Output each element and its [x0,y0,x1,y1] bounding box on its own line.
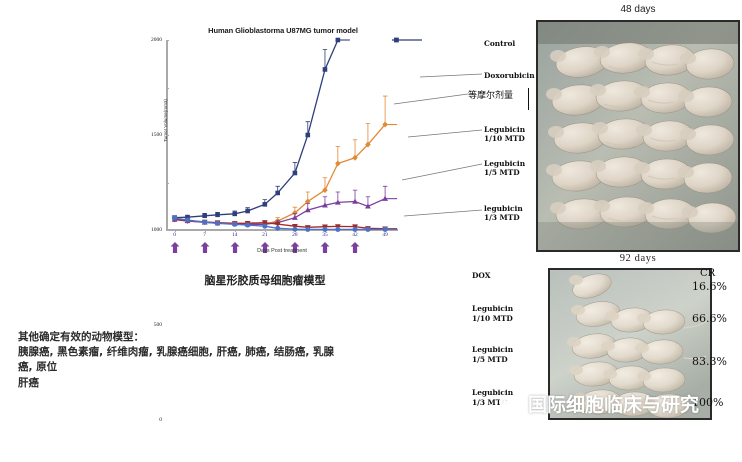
chart-series-legubicin-1-3-mtd [172,215,398,232]
y-tick-mark: 500 [154,182,169,328]
legend-label-legubicin-1-10-mtd: Legubicin 1/10 MTD [484,125,526,144]
y-tick-mark: 2000 [151,37,169,43]
notes-line-1: 胰腺癌, 黑色素瘤, 纤维肉瘤, 乳腺癌细胞, 肝癌, 肺癌, 结肠癌, 乳腺癌… [18,346,335,374]
y-tick-label: 1500 [151,132,162,138]
chart-series-layer [171,37,398,232]
y-axis-label: Tumor Volume(mm3) [162,99,168,142]
mice-photo-48-days [536,20,740,252]
x-tick-mark [264,229,266,232]
cr-value-legubicin-1-10-mtd: 66.6% [692,312,727,325]
cr-value-legubicin-1-5-mtd: 83.3% [692,355,727,368]
additional-models-note: 其他确定有效的动物模型： 胰腺癌, 黑色素瘤, 纤维肉瘤, 乳腺癌细胞, 肝癌,… [18,330,338,391]
legend-label-legubicin-1-5-mtd: Legubicin 1/5 MTD [484,159,526,178]
notes-line-2: 肝癌 [18,376,39,389]
legend-label-doxorubicin: Doxorubicin [484,71,535,80]
cr-value-legubicin-1-3-mtd: 100% [692,396,724,409]
legend-sample-control [392,37,422,43]
x-tick-label: 49 [382,232,388,238]
cr-value-dox: 16.6% [692,280,727,293]
x-tick-mark [204,229,206,232]
y-tick-label: 2000 [151,37,162,43]
mice-photo-48-days-image [538,22,738,250]
x-tick-label: 42 [352,232,358,238]
x-axis-line [166,229,398,231]
equimolar-divider [528,88,530,110]
dose-arrow-icon [320,240,330,253]
tumor-growth-chart: Human Glioblastorma U87MG tumor model 0 5… [120,26,422,423]
y-tick-label: 500 [153,322,162,328]
legend-label-legubicin-1-3-mtd: legubicin 1/3 MTD [484,204,523,223]
x-axis-label: Days Post treatment [257,248,307,254]
x-tick-label: 35 [322,232,328,238]
x-tick-mark [234,229,236,232]
chart-plot-area: 0 500 1000 1500 2000 0 7 14 21 28 35 42 49 Days Post… [151,37,398,423]
x-tick-label: 0 [173,232,176,238]
chart-series-doxorubicin [171,95,398,228]
panel-title-48-days: 48 days [620,4,656,15]
group-label-legubicin-1-5-mtd: Legubicin 1/5 MTD [472,345,514,364]
dose-arrow-icon [290,240,300,253]
dose-arrow-icon [260,240,270,253]
mice-photo-92-days [548,268,712,420]
y-tick-mark: 1000 [151,135,169,233]
legend-label-equimolar-dose: 等摩尔剂量 [468,91,514,101]
chart-caption: 脑星形胶质母细胞瘤模型 [204,274,326,287]
chart-series-control [172,37,350,220]
dose-arrow-icon [230,240,240,253]
dose-arrow-icon [350,240,360,253]
x-tick-label: 21 [262,232,268,238]
y-tick-label: 0 [159,417,162,423]
mice-photo-92-days-image [550,270,710,418]
y-tick-mark: 1500 [151,87,169,138]
x-tick-label: 7 [203,232,207,238]
legend-label-control: Control [484,39,516,48]
x-tick-label: 28 [292,232,298,238]
x-tick-label: 14 [231,232,238,238]
y-tick-label: 1000 [151,227,162,233]
x-tick-mark [174,229,176,232]
cr-column-header: CR [700,268,716,279]
chart-title: Human Glioblastorma U87MG tumor model [208,26,358,35]
panel-title-92-days: 92 days [619,253,657,264]
legend-leader-lines [393,73,483,217]
group-label-dox: DOX [472,271,491,280]
group-label-legubicin-1-10-mtd: Legubicin 1/10 MTD [472,304,514,323]
notes-heading: 其他确定有效的动物模型： [18,331,144,343]
dose-arrow-icon [200,240,210,253]
dose-arrow-icon [170,240,180,253]
y-tick-mark: 0 [159,230,169,423]
group-label-legubicin-1-3-mtd: Legubicin 1/3 MTD [472,388,514,407]
